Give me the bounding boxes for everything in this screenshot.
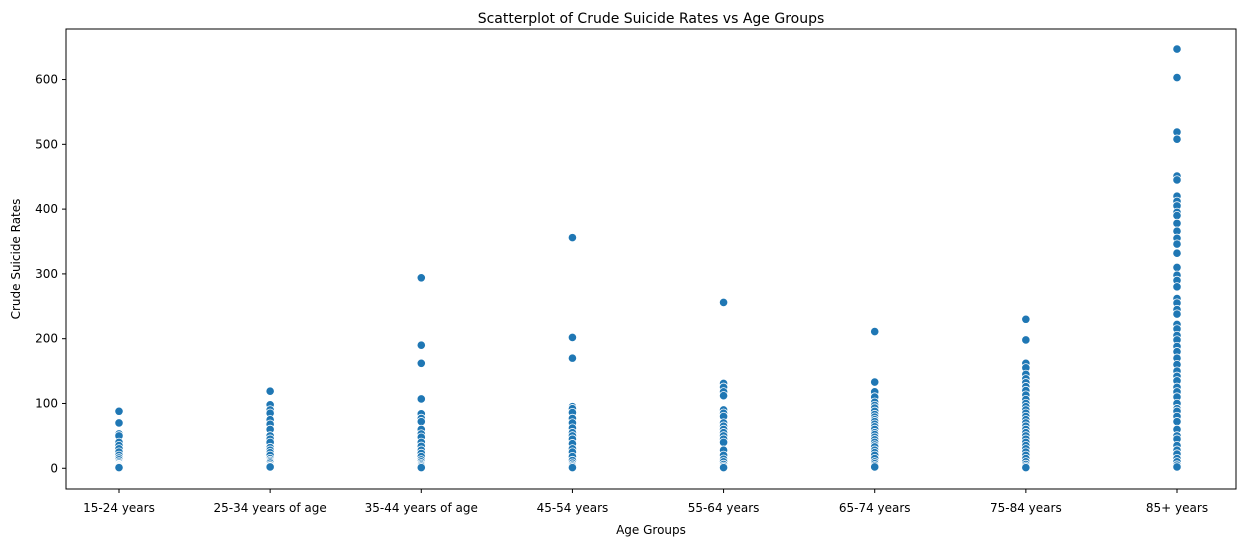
y-tick-label: 100 (35, 396, 58, 410)
x-axis-ticks: 15-24 years 25-34 years of age 35-44 years… (83, 489, 1208, 515)
data-point (567, 353, 578, 363)
y-tick-label: 0 (50, 461, 58, 475)
data-point (1172, 72, 1182, 83)
y-tick-label: 500 (35, 137, 58, 151)
chart-title: Scatterplot of Crude Suicide Rates vs Ag… (478, 11, 825, 27)
data-point (718, 391, 729, 401)
data-point (718, 297, 729, 308)
data-point (1021, 314, 1031, 324)
data-point (718, 437, 729, 447)
data-point (265, 462, 275, 472)
data-point (416, 394, 426, 404)
data-point (1172, 282, 1182, 292)
data-point (416, 417, 426, 427)
y-tick-label: 400 (35, 202, 58, 216)
data-point (718, 463, 729, 473)
x-tick-label: 85+ years (1146, 501, 1208, 515)
data-point (114, 418, 124, 428)
data-point (1172, 134, 1182, 144)
y-tick-label: 200 (35, 332, 58, 346)
data-point (870, 462, 880, 472)
data-point (114, 463, 124, 473)
x-tick-label: 55-64 years (688, 501, 760, 515)
x-tick-label: 75-84 years (990, 501, 1062, 515)
data-point (567, 233, 578, 243)
x-tick-label: 45-54 years (537, 501, 609, 515)
data-point (1172, 218, 1182, 228)
x-axis-label: Age Groups (616, 523, 686, 537)
data-point (416, 340, 426, 350)
data-points (114, 44, 1182, 473)
data-point (1172, 210, 1182, 221)
data-point (1172, 309, 1182, 319)
plot-frame (65, 28, 1237, 490)
data-point (1172, 462, 1182, 472)
data-point (1172, 248, 1182, 258)
x-tick-label: 15-24 years (83, 501, 155, 515)
x-tick-label: 35-44 years of age (365, 501, 478, 515)
data-point (870, 326, 880, 337)
data-point (114, 406, 124, 416)
data-point (1172, 262, 1182, 273)
x-tick-label: 25-34 years of age (214, 501, 327, 515)
data-point (870, 377, 880, 387)
data-point (1172, 175, 1182, 185)
data-point (1172, 239, 1182, 249)
data-point (1021, 463, 1031, 473)
y-axis-ticks: 0 100 200 300 400 500 600 (35, 73, 66, 475)
data-point (567, 463, 578, 473)
data-point (416, 463, 426, 473)
data-point (1172, 44, 1182, 54)
y-tick-label: 600 (35, 73, 58, 87)
y-tick-label: 300 (35, 267, 58, 281)
data-point (1172, 417, 1182, 427)
data-point (416, 273, 426, 283)
y-axis-label: Crude Suicide Rates (9, 199, 23, 320)
data-point (265, 386, 275, 396)
data-point (1021, 335, 1031, 345)
data-point (567, 332, 578, 342)
x-tick-label: 65-74 years (839, 501, 911, 515)
data-point (416, 358, 426, 368)
